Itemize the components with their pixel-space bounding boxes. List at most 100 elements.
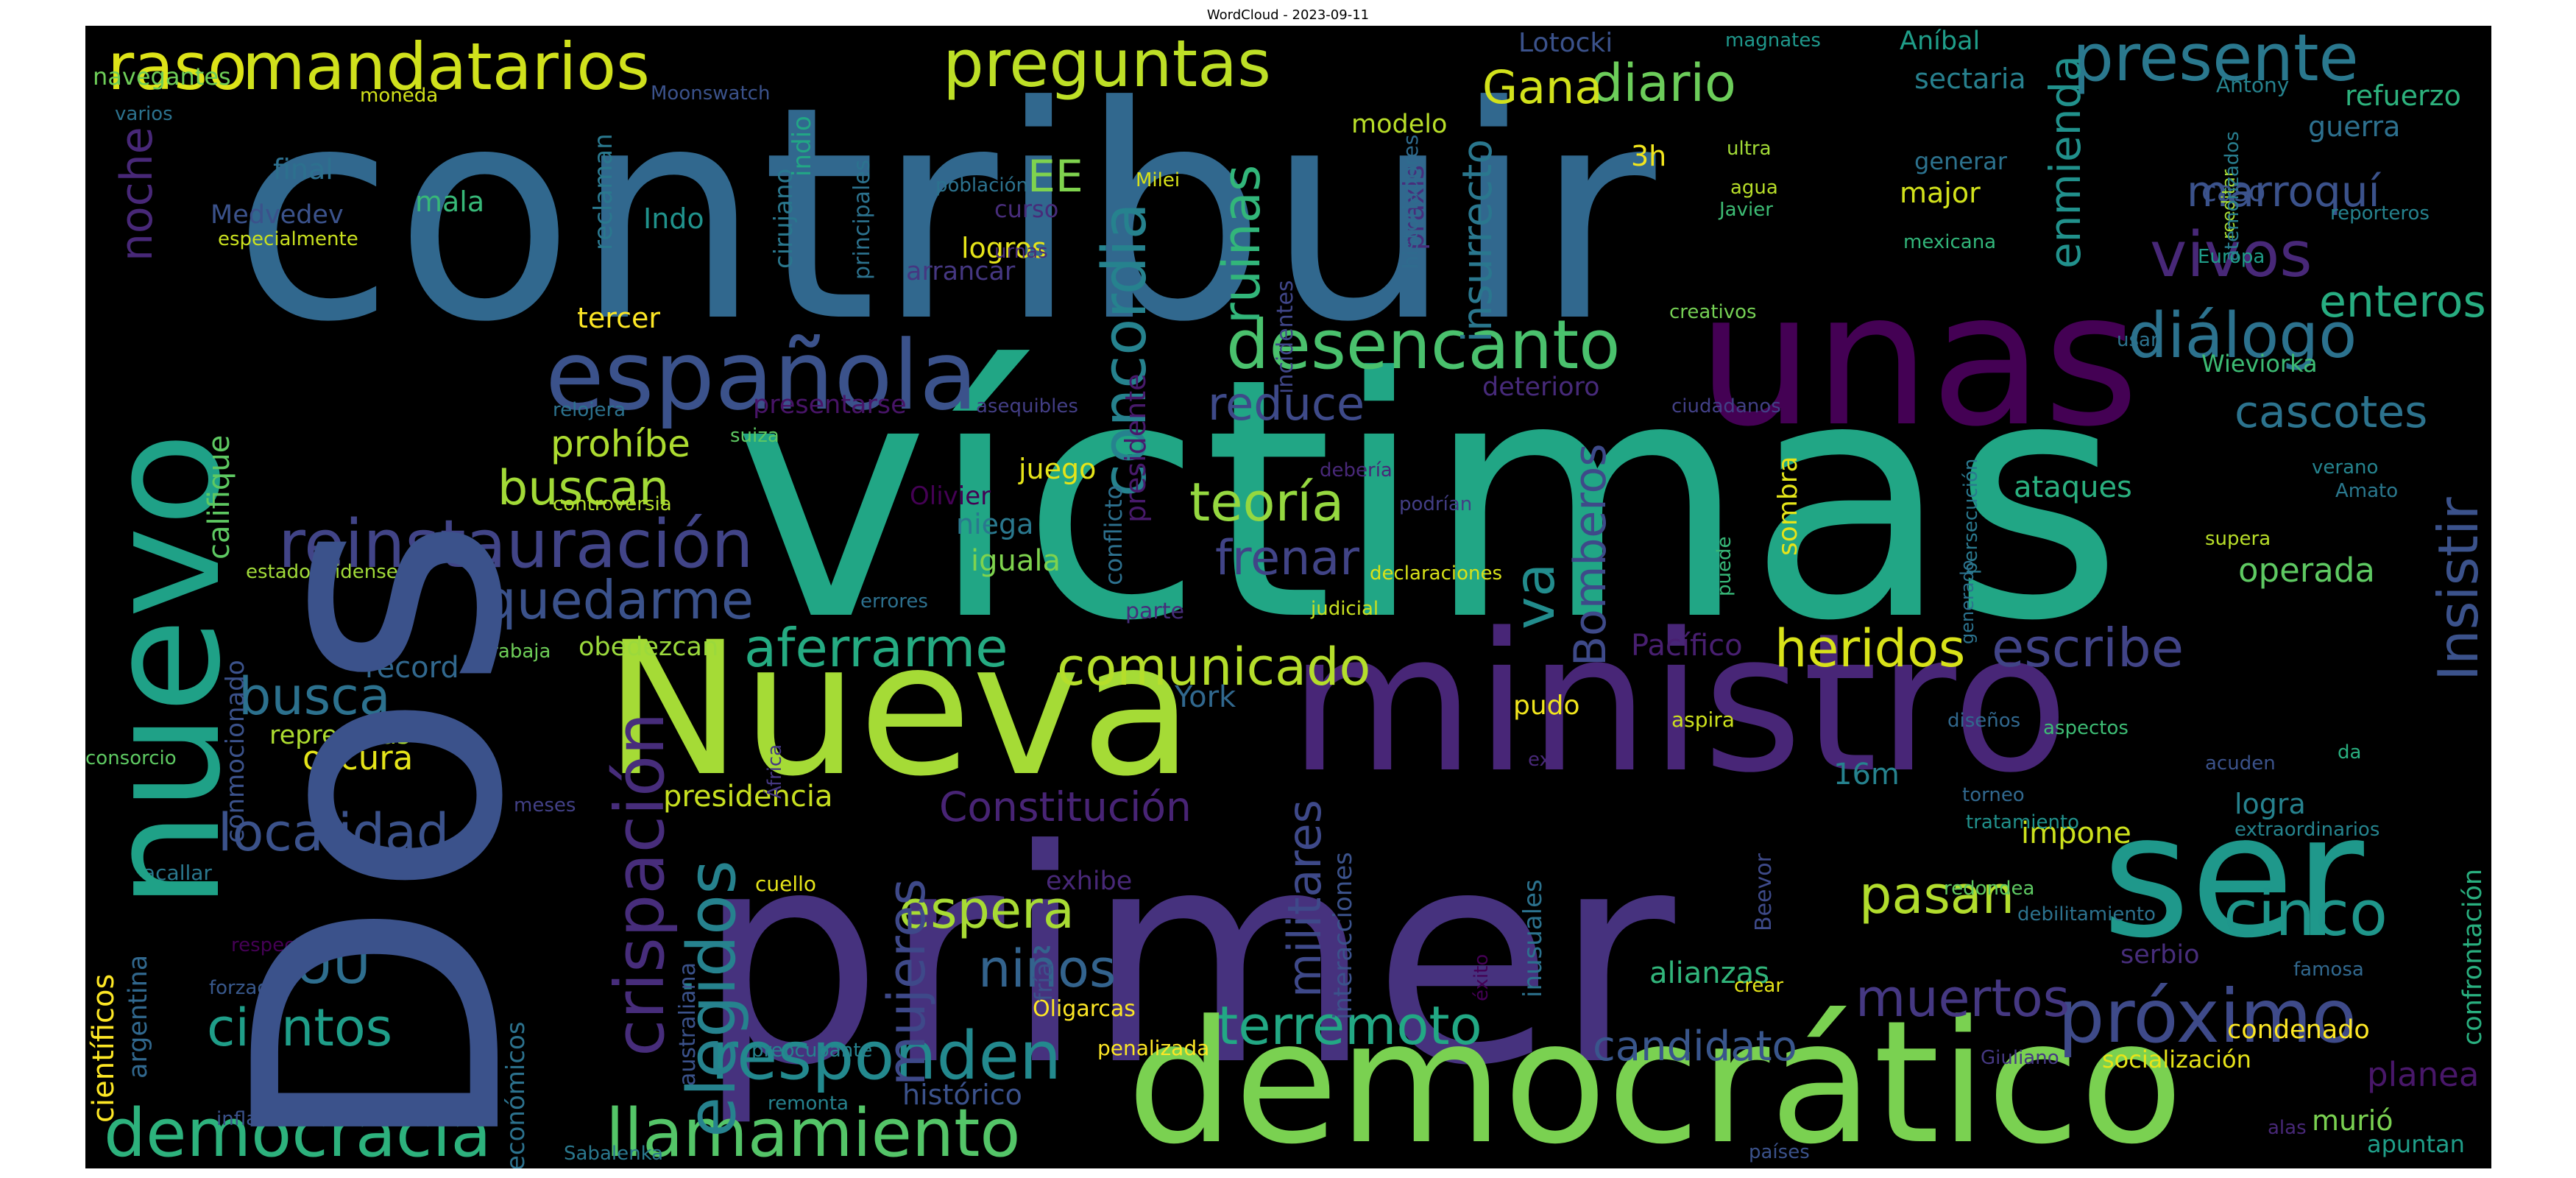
word-buscan: buscan (498, 461, 669, 516)
word-ministro: ministro (1289, 593, 2069, 815)
word-final: final (273, 153, 333, 186)
word-suiza: suiza (730, 425, 779, 447)
word-crear: crear (1734, 975, 1783, 997)
word-navegantes: navegantes (93, 63, 231, 91)
word-cascotes: cascotes (2234, 387, 2427, 438)
word-major: major (1900, 177, 1981, 209)
word-modelo: modelo (1351, 110, 1447, 139)
word-frenar: frenar (1215, 531, 1359, 586)
word-curso: curso (994, 195, 1058, 223)
word-ex: ex (1528, 749, 1551, 771)
word-beevor: Beevor (1751, 853, 1777, 931)
word-oligarcas: Oligarcas (1033, 996, 1136, 1022)
word-caso: caso (2201, 175, 2265, 208)
word-aferrarme: aferrarme (744, 617, 1008, 679)
word-errores: errores (860, 590, 928, 613)
word-consorcio: consorcio (85, 747, 177, 769)
word-logros: logros (961, 232, 1047, 264)
word-york: York (1174, 680, 1236, 714)
word-cirujano: cirujano (769, 169, 799, 269)
word-africa: África (762, 744, 786, 799)
word-prohibe: prohíbe (551, 423, 690, 465)
word-record: récord (365, 651, 459, 685)
word-unas: unas (1697, 253, 2139, 467)
word-torneo: torneo (1962, 784, 2025, 806)
word-reclaman: reclaman (589, 133, 618, 250)
word-generado: generado (1957, 560, 1978, 644)
word-ee: EE (1027, 151, 1083, 202)
word-inflacion: inflación (216, 1108, 297, 1130)
word-reeditar: reeditar (2218, 169, 2239, 239)
word-cientificos: científicos (87, 974, 121, 1123)
word-3h: 3h (1631, 140, 1666, 172)
word-responden: responden (711, 1017, 1061, 1095)
word-paises: países (1749, 1141, 1810, 1163)
word-comunicado: comunicado (1057, 637, 1370, 697)
word-cuello: cuello (755, 872, 816, 896)
word-escribe: escribe (1992, 617, 2184, 679)
word-oscura: oscura (302, 738, 413, 777)
word-agua: agua (1730, 177, 1778, 199)
word-16m: 16m (1833, 758, 1900, 791)
word-cientos: cientos (207, 998, 392, 1058)
word-logra: logra (2234, 788, 2306, 820)
word-historiadores: historiadores (1398, 135, 1423, 269)
word-interacciones: interacciones (1328, 852, 1358, 1020)
word-constitucion: Constitución (939, 783, 1192, 830)
word-enmienda: enmienda (2040, 55, 2090, 269)
word-heridos: heridos (1774, 618, 1965, 679)
word-pudo: pudo (1513, 691, 1580, 721)
word-guerra: guerra (2308, 110, 2400, 143)
word-principales: principales (849, 160, 875, 280)
word-urnas: urnas (994, 241, 1048, 263)
word-usan: usan (2117, 329, 2162, 351)
word-dialogo: diálogo (2128, 300, 2357, 373)
word-presente: presente (2073, 26, 2359, 96)
word-ultra: ultra (1727, 138, 1772, 160)
word-uu: UU (295, 935, 370, 995)
word-incidentes: incidentes (1273, 280, 1298, 394)
word-supera: supera (2205, 528, 2271, 550)
wordcloud-canvas: contribuir víctimas primer Nueva ministr… (85, 26, 2491, 1168)
word-operada: operada (2238, 551, 2375, 590)
word-democratico: democrático (1127, 985, 2183, 1168)
word-enteros: enteros (2319, 276, 2486, 328)
word-conmocionado: conmocionado (221, 660, 250, 843)
word-ciudadanos: ciudadanos (1671, 395, 1781, 417)
word-famosa: famosa (2293, 959, 2364, 981)
word-ninos: niños (978, 939, 1116, 999)
word-apuntan: apuntan (2367, 1130, 2465, 1158)
word-milei: Milei (1136, 169, 1180, 191)
word-respectivamente: respectivamente (231, 934, 392, 956)
word-reduce: reduce (1208, 377, 1365, 431)
word-primer: primer (696, 788, 1678, 1130)
word-gana: Gana (1482, 60, 1602, 114)
word-generar: generar (1914, 147, 2008, 175)
word-giuliano: Giuliano (1981, 1047, 2059, 1069)
word-ruinas: ruinas (1211, 165, 1272, 324)
word-indio: indio (788, 116, 817, 177)
word-mandatarios: mandatarios (242, 29, 650, 105)
word-juego: juego (1018, 453, 1096, 485)
word-mujeres: mujeres (877, 878, 937, 1086)
word-varios: varios (115, 103, 173, 125)
wordcloud-svg: contribuir víctimas primer Nueva ministr… (85, 26, 2491, 1168)
word-indo: Indo (643, 202, 704, 235)
word-presentarse: presentarse (753, 390, 907, 420)
word-alianzas: alianzas (1649, 956, 1769, 990)
word-marroqui: marroquí (2187, 166, 2382, 216)
word-confrontacion: confrontación (2458, 869, 2488, 1045)
word-sabalenka: Sabalenka (564, 1143, 663, 1165)
word-dos: Dos (184, 515, 578, 1160)
word-moonswatch: Moonswatch (651, 82, 770, 105)
word-magnates: magnates (1725, 29, 1821, 52)
word-crispacion: crispación (601, 713, 679, 1057)
word-victimas: víctimas (733, 308, 2123, 694)
word-da: da (2338, 741, 2361, 763)
word-moneda: moneda (360, 85, 438, 107)
word-sombra: sombra (1773, 456, 1803, 556)
word-aspira: aspira (1671, 708, 1735, 732)
word-inusuales: inusuales (1518, 879, 1548, 998)
word-llamamiento: llamamiento (606, 1095, 1020, 1168)
word-remonta: remonta (768, 1093, 849, 1115)
